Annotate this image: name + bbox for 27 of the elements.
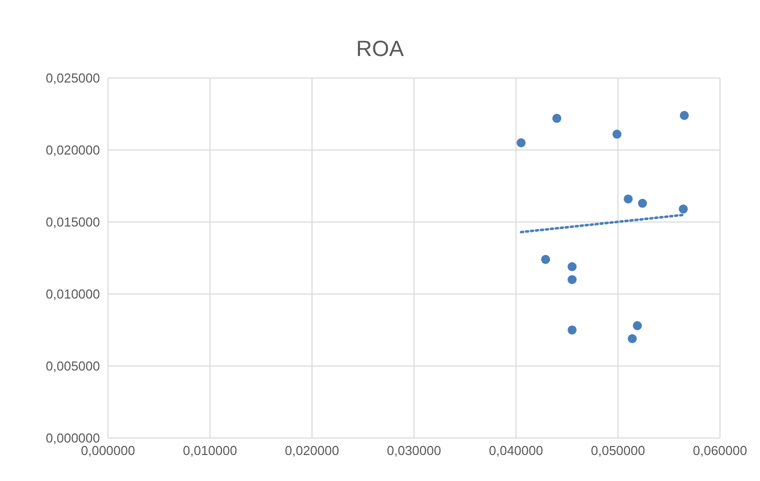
y-tick-label: 0,005000 <box>46 358 100 374</box>
x-tick-label: 0,010000 <box>182 443 238 458</box>
point <box>628 334 637 344</box>
point <box>680 110 689 120</box>
point <box>632 321 642 330</box>
x-tick-label: 0,020000 <box>284 443 340 458</box>
point <box>541 254 550 264</box>
point <box>568 275 577 284</box>
y-tick-label: 0,010000 <box>46 286 100 302</box>
y-tick-label: 0,015000 <box>46 214 100 230</box>
point <box>624 194 633 204</box>
y-tick-label: 0,020000 <box>46 142 100 158</box>
x-tick-label: 0,040000 <box>488 443 544 458</box>
x-tick-label: 0,050000 <box>590 443 646 458</box>
point <box>568 262 577 272</box>
point <box>568 325 577 335</box>
point <box>638 198 647 208</box>
x-tick-label: 0,060000 <box>692 443 748 458</box>
x-tick-label: 0,000000 <box>80 443 136 458</box>
point <box>552 114 562 123</box>
point <box>516 138 526 148</box>
point <box>612 130 622 139</box>
point <box>678 204 688 214</box>
y-tick-label: 0,000000 <box>46 430 100 446</box>
chart-title: ROA <box>355 35 405 63</box>
y-tick-label: 0,025000 <box>46 70 100 86</box>
x-tick-label: 0,030000 <box>386 443 442 458</box>
